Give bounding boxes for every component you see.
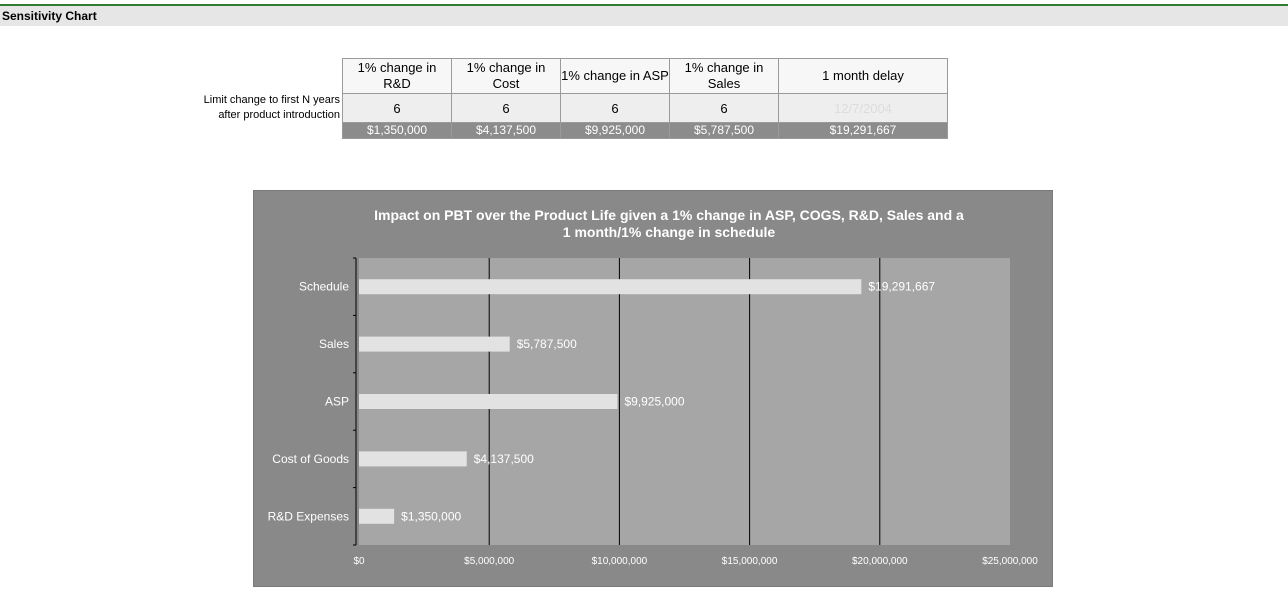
bar-layer: $19,291,667 $5,787,500 $9,925,000 $4,137,50… [359, 279, 935, 524]
category-label: Sales [319, 337, 349, 351]
input-cell-delay[interactable]: 12/7/2004 [778, 93, 948, 123]
header-cell-delay[interactable]: 1 month delay [778, 58, 948, 94]
x-tick-label: $10,000,000 [592, 556, 648, 567]
x-tick-label: $15,000,000 [722, 556, 778, 567]
category-label: ASP [325, 395, 349, 409]
result-cell-sales[interactable]: $5,787,500 [669, 122, 779, 139]
result-cell-asp[interactable]: $9,925,000 [560, 122, 670, 139]
input-row: 6 6 6 6 12/7/2004 [342, 93, 948, 123]
x-tick-label: $25,000,000 [982, 556, 1038, 567]
input-cell-rd[interactable]: 6 [342, 93, 452, 123]
bar [359, 279, 862, 295]
x-tick-label: $20,000,000 [852, 556, 908, 567]
header-cell-cost[interactable]: 1% change in Cost [451, 58, 561, 94]
bar [359, 336, 510, 352]
chart-title-line-1: Impact on PBT over the Product Life give… [374, 207, 964, 223]
input-cell-cost[interactable]: 6 [451, 93, 561, 123]
category-label: R&D Expenses [268, 509, 349, 523]
chart-title-line-2: 1 month/1% change in schedule [563, 224, 776, 240]
result-cell-delay[interactable]: $19,291,667 [778, 122, 948, 139]
data-label: $19,291,667 [868, 280, 935, 294]
result-row: $1,350,000 $4,137,500 $9,925,000 $5,787,… [342, 122, 948, 139]
x-tick-label: $5,000,000 [464, 556, 514, 567]
input-cell-asp[interactable]: 6 [560, 93, 670, 123]
header-cell-sales[interactable]: 1% change in Sales [669, 58, 779, 94]
data-label: $5,787,500 [517, 337, 577, 351]
result-cell-cost[interactable]: $4,137,500 [451, 122, 561, 139]
title-bar: Sensitivity Chart [0, 6, 1288, 26]
data-label: $4,137,500 [474, 452, 534, 466]
page-title: Sensitivity Chart [2, 9, 97, 23]
bar [359, 394, 618, 409]
data-label: $1,350,000 [401, 509, 461, 523]
row-label-line-2: after product introduction [218, 109, 340, 121]
data-label: $9,925,000 [624, 395, 684, 409]
result-cell-rd[interactable]: $1,350,000 [342, 122, 452, 139]
category-label: Cost of Goods [272, 452, 349, 466]
x-tick-label: $0 [353, 556, 365, 567]
sensitivity-table: 1% change in R&D 1% change in Cost 1% ch… [342, 58, 948, 139]
header-cell-asp[interactable]: 1% change in ASP [560, 58, 670, 94]
sensitivity-chart[interactable]: Impact on PBT over the Product Life give… [253, 190, 1053, 587]
axis-layer: $0 $5,000,000 $10,000,000 $15,000,000 $20,00… [268, 257, 1038, 567]
bar [359, 451, 467, 467]
header-cell-rd[interactable]: 1% change in R&D [342, 58, 452, 94]
chart-svg: Impact on PBT over the Product Life give… [268, 207, 1039, 567]
category-label: Schedule [299, 280, 349, 294]
row-label-line-1: Limit change to first N years [203, 94, 340, 106]
bar [359, 508, 395, 524]
header-row: 1% change in R&D 1% change in Cost 1% ch… [342, 58, 948, 94]
input-cell-sales[interactable]: 6 [669, 93, 779, 123]
row-label: Limit change to first N years after prod… [204, 93, 340, 123]
top-border [0, 4, 1288, 6]
